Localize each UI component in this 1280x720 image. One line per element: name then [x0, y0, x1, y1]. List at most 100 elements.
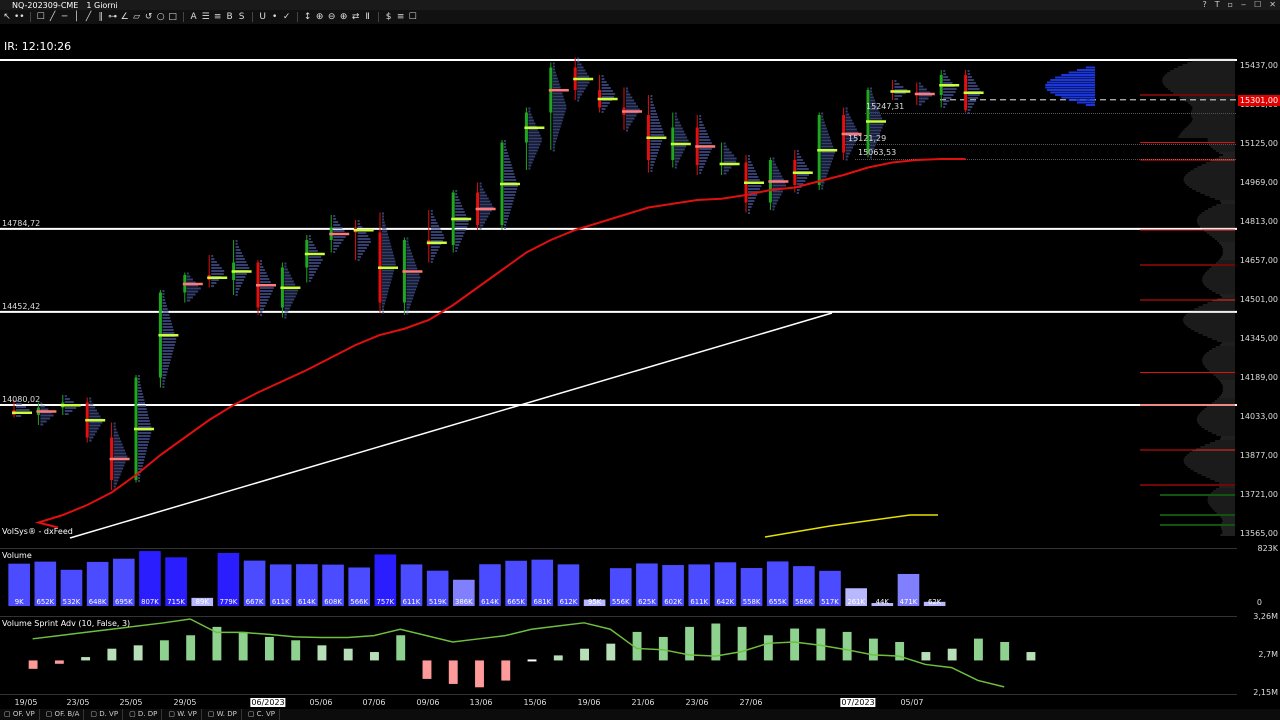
- toolbar-separator: [29, 12, 31, 22]
- toolbar-tool-icon[interactable]: ↕: [303, 12, 312, 22]
- toolbar-tool-icon[interactable]: ☰: [201, 12, 210, 22]
- period-label[interactable]: 1 Giorni: [86, 0, 118, 10]
- template-tab[interactable]: ▢ D. DP: [125, 709, 163, 720]
- profile-bar: [674, 139, 689, 142]
- profile-bar: [845, 119, 853, 122]
- toolbar-tool-icon[interactable]: ╱: [85, 12, 92, 22]
- toolbar-tool-icon[interactable]: ▱: [133, 12, 141, 22]
- indicator-bar: [107, 648, 117, 661]
- toolbar-tool-icon[interactable]: ⊕: [339, 12, 348, 22]
- profile-bar: [650, 104, 654, 106]
- help-icon[interactable]: ?: [1202, 0, 1207, 9]
- toolbar-tool-icon[interactable]: ∠: [120, 12, 129, 22]
- price-chart[interactable]: [0, 40, 1237, 540]
- profile-bar: [626, 105, 638, 108]
- profile-bar: [40, 405, 45, 408]
- toolbar-tool-icon[interactable]: •: [271, 12, 278, 22]
- profile-bar: [186, 284, 199, 287]
- profile-bar: [357, 259, 360, 261]
- profile-bar: [552, 98, 565, 101]
- toolbar-tool-icon[interactable]: ☐: [36, 12, 45, 22]
- template-tab[interactable]: ▢ C. VP: [244, 709, 281, 720]
- toolbar-tool-icon[interactable]: B: [226, 12, 233, 22]
- maximize-icon[interactable]: ☐: [1254, 0, 1262, 9]
- profile-bar: [138, 462, 144, 464]
- toolbar-tool-icon[interactable]: ≡: [213, 12, 222, 22]
- profile-bar: [528, 164, 532, 167]
- toolbar-tool-icon[interactable]: ✓: [282, 12, 291, 22]
- poc-marker: [402, 270, 423, 273]
- poc-marker: [646, 136, 667, 139]
- profile-bar: [504, 206, 512, 208]
- profile-bar: [845, 137, 858, 140]
- toolbar-tool-icon[interactable]: │: [73, 12, 80, 22]
- volume-bar-label: 44K: [876, 598, 890, 606]
- template-tab[interactable]: ▢ D. VP: [86, 709, 124, 720]
- profile-bar: [552, 107, 567, 110]
- profile-bar: [308, 241, 313, 243]
- indicator-bar: [264, 636, 274, 661]
- toolbar-tool-icon[interactable]: ○: [156, 12, 165, 22]
- volume-bar: [165, 557, 187, 607]
- toolbar-tool-icon[interactable]: $: [385, 12, 392, 22]
- restore-icon[interactable]: ▫: [1227, 0, 1234, 9]
- profile-bar: [650, 143, 662, 145]
- profile-bar: [601, 111, 604, 113]
- profile-bar: [528, 110, 531, 113]
- profile-bar: [845, 155, 849, 158]
- close-icon[interactable]: ✕: [1269, 0, 1276, 9]
- volume-pane[interactable]: 9K 652K 532K 648K 695K 807K 715K 89K 779K 667K 611…: [0, 548, 1237, 608]
- volume-bar-label: 807K: [141, 598, 159, 606]
- profile-bar: [821, 133, 829, 136]
- profile-bar: [650, 149, 660, 151]
- toolbar-tool-icon[interactable]: A: [190, 12, 197, 22]
- template-tab[interactable]: ▢ OF. VP: [0, 709, 40, 720]
- volume-sprint-pane[interactable]: [0, 616, 1237, 694]
- profile-bar: [357, 253, 363, 255]
- candle: [914, 82, 935, 106]
- price-axis[interactable]: 15437,0015281,0015125,0014969,0014813,00…: [1237, 40, 1280, 540]
- toolbar-tool-icon[interactable]: S: [238, 12, 245, 22]
- toolbar-tool-icon[interactable]: ∥: [98, 12, 103, 22]
- profile-bar: [748, 173, 757, 175]
- profile-bar: [333, 236, 346, 238]
- toolbar-tool-icon[interactable]: ⇄: [351, 12, 360, 22]
- profile-bar: [650, 152, 658, 154]
- toolbar-tool-icon[interactable]: Ⅱ: [365, 12, 370, 22]
- profile-bar: [406, 243, 409, 246]
- toolbar-tool-icon[interactable]: ⊶: [108, 12, 118, 22]
- profile-bar: [113, 440, 122, 443]
- toolbar-tool-icon[interactable]: ↖: [3, 12, 11, 22]
- symbol-label[interactable]: NQ-202309-CME: [12, 0, 79, 10]
- price-tick-label: 14033,00: [1239, 411, 1278, 421]
- profile-bar: [504, 170, 514, 172]
- profile-bar: [16, 415, 22, 417]
- toolbar-tool-icon[interactable]: ─: [61, 12, 68, 22]
- profile-bar: [260, 278, 270, 280]
- profile-bar: [308, 274, 315, 276]
- profile-bar: [113, 452, 127, 455]
- template-icon[interactable]: T: [1214, 0, 1220, 9]
- profile-bar: [308, 265, 320, 267]
- toolbar-tool-icon[interactable]: ⊖: [327, 12, 336, 22]
- toolbar-tool-icon[interactable]: ⊕: [315, 12, 324, 22]
- date-axis[interactable]: 19/05 23/05 25/05 29/05 06/2023 05/06 07/06 09/…: [0, 694, 1237, 708]
- profile-bar: [382, 245, 392, 248]
- candle: [622, 87, 642, 132]
- profile-bar: [748, 191, 759, 193]
- toolbar-tool-icon[interactable]: ↺: [144, 12, 153, 22]
- profile-bar: [382, 236, 389, 239]
- toolbar-tool-icon[interactable]: □: [168, 12, 177, 22]
- profile-bar: [162, 332, 175, 334]
- toolbar-tool-icon[interactable]: ••: [14, 12, 25, 22]
- profile-bar: [211, 267, 222, 269]
- toolbar-tool-icon[interactable]: ≡: [396, 12, 405, 22]
- toolbar-tool-icon[interactable]: ☐: [408, 12, 417, 22]
- template-tab[interactable]: ▢ OF. B/A: [42, 709, 85, 720]
- template-tab[interactable]: ▢ W. DP: [204, 709, 242, 720]
- poc-marker: [622, 110, 642, 113]
- toolbar-tool-icon[interactable]: U: [259, 12, 266, 22]
- minimize-icon[interactable]: ‒: [1241, 0, 1247, 9]
- toolbar-tool-icon[interactable]: ╱: [49, 12, 56, 22]
- template-tab[interactable]: ▢ W. VP: [164, 709, 202, 720]
